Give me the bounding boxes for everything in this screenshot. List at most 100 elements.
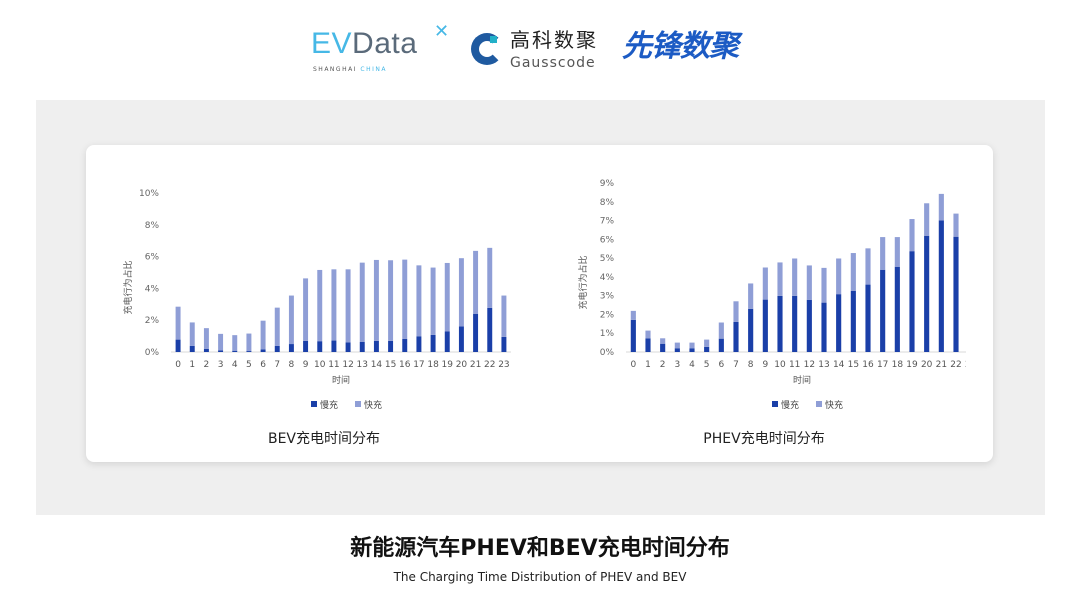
bar-slow <box>689 348 695 352</box>
y-tick-label: 5% <box>600 254 615 264</box>
bar-slow <box>836 294 842 352</box>
x-tick-label: 9 <box>303 360 309 370</box>
bar-fast <box>674 342 680 349</box>
legend-label-slow: 慢充 <box>320 399 338 411</box>
bar-fast <box>645 330 651 339</box>
x-tick-label: 16 <box>862 360 874 370</box>
bar-slow <box>718 338 724 352</box>
y-tick-label: 7% <box>600 217 615 227</box>
bar-slow <box>317 341 323 352</box>
x-tick-label: 10 <box>774 360 786 370</box>
x-tick-label: 18 <box>427 360 439 370</box>
page-subtitle: The Charging Time Distribution of PHEV a… <box>393 570 687 584</box>
bar-fast <box>373 259 379 341</box>
y-tick-label: 8% <box>145 221 160 231</box>
y-tick-label: 10% <box>139 189 159 199</box>
y-tick-label: 6% <box>145 253 160 263</box>
bar-slow <box>748 308 754 352</box>
bar-slow <box>402 338 408 352</box>
bar-fast <box>473 250 479 314</box>
bar-slow <box>331 340 337 352</box>
bar-fast <box>317 269 323 342</box>
y-tick-label: 0% <box>145 348 160 358</box>
x-tick-label: 7 <box>274 360 280 370</box>
bar-slow <box>777 295 783 352</box>
x-tick-label: 4 <box>689 360 695 370</box>
x-tick-label: 10 <box>314 360 326 370</box>
bar-fast <box>938 193 944 221</box>
bar-fast <box>762 267 768 300</box>
legend-label-fast: 快充 <box>825 399 843 411</box>
bar-slow <box>218 350 224 352</box>
x-tick-label: 2 <box>660 360 666 370</box>
bar-fast <box>909 219 915 252</box>
bar-slow <box>373 340 379 352</box>
bar-fast <box>203 328 209 349</box>
bar-fast <box>416 265 422 337</box>
xianfeng-logo: 先锋数聚 <box>622 29 739 64</box>
y-tick-label: 9% <box>600 179 615 189</box>
x-tick-label: 4 <box>232 360 238 370</box>
y-tick-label: 4% <box>145 284 160 294</box>
bar-slow <box>865 284 871 352</box>
bar-fast <box>388 260 394 341</box>
bar-slow <box>924 235 930 352</box>
y-axis-label: 充电行为占比 <box>122 260 134 314</box>
bar-fast <box>218 333 224 351</box>
bar-slow <box>953 236 959 352</box>
y-tick-label: 3% <box>600 292 615 302</box>
x-tick-label: 19 <box>906 360 918 370</box>
bar-slow <box>246 351 252 352</box>
x-tick-label: 21 <box>936 360 947 370</box>
bar-slow <box>487 307 493 352</box>
legend-swatch-fast <box>816 401 822 407</box>
legend-label-fast: 快充 <box>364 399 382 411</box>
x-tick-label: 21 <box>470 360 481 370</box>
bar-slow <box>430 334 436 352</box>
chart-card: 0% 2% 4% 6% 8% 10% 0 1 2 3 4 5 6 7 8 9 10 11 12 13 14 15 16 17 1… <box>86 145 993 462</box>
x-tick-label: 22 <box>950 360 961 370</box>
bar-fast <box>777 262 783 296</box>
x-tick-label: 13 <box>357 360 368 370</box>
bar-fast <box>303 278 309 341</box>
x-tick-label: 17 <box>877 360 888 370</box>
bar-slow <box>704 346 710 352</box>
x-tick-label: 9 <box>762 360 768 370</box>
bar-slow <box>444 331 450 352</box>
evdata-x-icon: ✕ <box>434 21 450 42</box>
bar-fast <box>704 339 710 347</box>
bar-fast <box>836 258 842 295</box>
bar-slow <box>806 299 812 352</box>
bar-fast <box>359 262 365 342</box>
x-tick-label: 20 <box>456 360 468 370</box>
bar-slow <box>909 251 915 352</box>
x-tick-label: 14 <box>371 360 383 370</box>
bar-fast <box>924 203 930 236</box>
bar-fast <box>260 320 266 350</box>
bar-fast <box>748 283 754 309</box>
bar-slow <box>660 343 666 352</box>
x-tick-label: 23 <box>498 360 509 370</box>
bar-slow <box>232 350 238 352</box>
bar-slow <box>260 349 266 352</box>
bar-fast <box>718 322 724 339</box>
x-tick-label: 14 <box>833 360 845 370</box>
bar-fast <box>501 295 507 337</box>
x-tick-label: 15 <box>385 360 396 370</box>
bar-fast <box>487 247 493 308</box>
bar-slow <box>359 341 365 352</box>
x-tick-label: 1 <box>189 360 195 370</box>
bar-fast <box>733 301 739 322</box>
bar-slow <box>821 302 827 352</box>
bar-slow <box>674 348 680 352</box>
bar-slow <box>880 269 886 352</box>
gausscode-icon <box>471 33 503 65</box>
x-tick-label: 15 <box>848 360 859 370</box>
evdata-sub: SHANGHAI CHINA <box>313 66 387 73</box>
x-tick-label: 3 <box>674 360 680 370</box>
x-axis-label: 时间 <box>332 374 350 386</box>
x-tick-label: 11 <box>789 360 800 370</box>
bar-fast <box>821 267 827 303</box>
y-tick-label: 0% <box>600 348 615 358</box>
bar-slow <box>189 345 195 352</box>
